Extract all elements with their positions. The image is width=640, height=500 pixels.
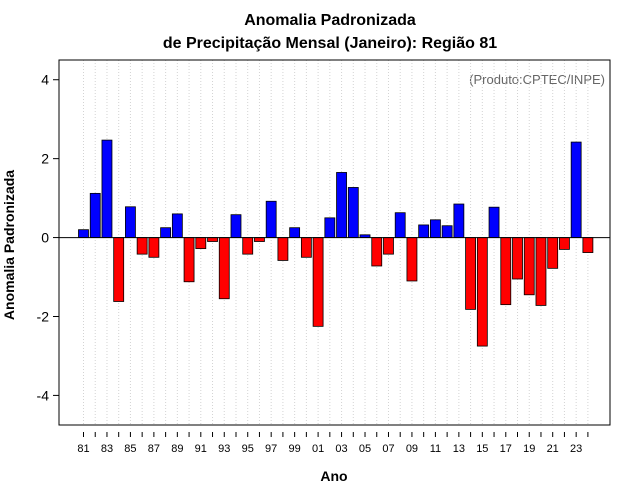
grid-lines	[83, 60, 589, 425]
bar-91	[195, 237, 207, 250]
x-tick-label: 89	[171, 443, 183, 455]
x-tick-label: 03	[335, 443, 347, 455]
bar-81	[78, 229, 89, 238]
bar-10	[418, 224, 430, 238]
bar-19	[523, 237, 535, 296]
bar-95	[242, 237, 254, 255]
x-tick-label: 11	[430, 443, 441, 455]
y-tick-label: -4	[37, 387, 50, 403]
x-axis-label: Ano	[320, 468, 347, 484]
bar-08	[394, 212, 406, 238]
chart-title-line-1: Anomalia Padronizada	[244, 12, 416, 29]
bar-12	[441, 225, 453, 238]
bar-20	[535, 237, 547, 306]
x-tick-label: 23	[570, 443, 582, 455]
bar-97	[265, 200, 277, 238]
bar-16	[488, 206, 500, 238]
x-axis: 81 83 85 87 89 91 93 95 97 99 01 03 05 07 09 11 13 15 17 19…	[77, 432, 589, 455]
y-tick-label: 2	[41, 151, 49, 167]
x-tick-label: 91	[195, 443, 207, 455]
bar-06	[371, 237, 383, 267]
bar-94	[230, 214, 242, 238]
bar-85	[125, 206, 136, 238]
bar-93	[218, 237, 230, 300]
chart-title-line-2: de Precipitação Mensal (Janeiro): Região…	[163, 35, 497, 52]
x-tick-label: 01	[312, 443, 324, 455]
bar-11	[429, 219, 441, 238]
bar-92	[207, 237, 218, 242]
x-tick-label: 95	[242, 443, 254, 455]
y-axis-label: Anomalia Padronizada	[1, 170, 17, 320]
bar-89	[171, 213, 183, 238]
bar-87	[148, 237, 160, 258]
bar-98	[277, 237, 289, 261]
bar-88	[160, 227, 172, 238]
x-tick-label: 15	[476, 443, 488, 455]
bar-23	[570, 141, 582, 238]
bar-14	[465, 237, 476, 310]
x-tick-label: 17	[500, 443, 512, 455]
bar-99	[289, 227, 301, 238]
credit-annotation: (Produto:CPTEC/INPE)	[469, 72, 605, 87]
bar-83	[101, 139, 113, 238]
bars	[78, 139, 594, 347]
x-tick-label: 05	[359, 443, 371, 455]
bar-03	[336, 172, 347, 238]
bar-24	[582, 237, 594, 253]
bar-18	[512, 237, 523, 280]
bar-22	[559, 237, 570, 250]
bar-04	[347, 187, 359, 238]
bar-00	[300, 237, 312, 258]
bar-13	[453, 203, 465, 238]
x-tick-label: 97	[265, 443, 277, 455]
y-tick-label: -2	[37, 308, 50, 324]
x-tick-label: 99	[289, 443, 301, 455]
y-tick-label: 4	[41, 72, 49, 88]
x-tick-label: 93	[218, 443, 230, 455]
bar-82	[89, 192, 101, 238]
y-axis: -4 -2 0 2 4	[37, 72, 59, 403]
x-tick-label: 07	[382, 443, 394, 455]
bar-15	[476, 237, 488, 347]
x-tick-label: 87	[148, 443, 160, 455]
bar-90	[183, 237, 195, 283]
x-tick-label: 83	[101, 443, 113, 455]
bar-17	[500, 237, 512, 306]
bar-02	[324, 217, 336, 238]
bar-21	[547, 237, 559, 269]
x-tick-label: 19	[523, 443, 535, 455]
x-tick-label: 81	[77, 443, 89, 455]
bar-96	[254, 237, 265, 242]
plot-frame	[58, 59, 611, 426]
x-tick-label: 85	[124, 443, 136, 455]
bar-84	[113, 237, 125, 302]
x-tick-label: 21	[547, 443, 559, 455]
bar-09	[406, 237, 418, 282]
bar-07	[383, 237, 394, 255]
x-tick-label: 13	[453, 443, 465, 455]
bar-86	[136, 237, 148, 255]
y-tick-label: 0	[41, 230, 49, 246]
bar-01	[312, 237, 324, 327]
x-tick-label: 09	[406, 443, 418, 455]
